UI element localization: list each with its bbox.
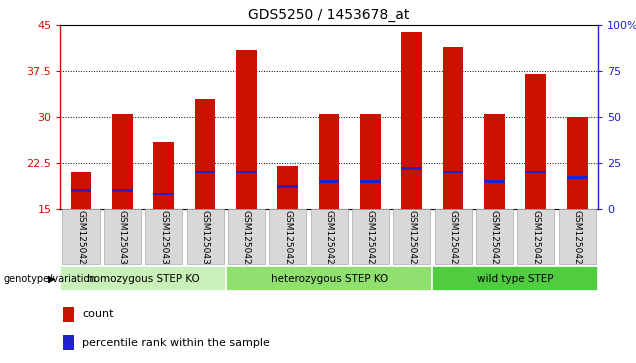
FancyBboxPatch shape (352, 209, 389, 264)
FancyBboxPatch shape (434, 209, 472, 264)
Text: GSM1250428: GSM1250428 (407, 211, 417, 271)
Text: count: count (82, 309, 113, 319)
Bar (567, 117, 588, 209)
Title: GDS5250 / 1453678_at: GDS5250 / 1453678_at (249, 8, 410, 22)
Text: GSM1250430: GSM1250430 (118, 211, 127, 271)
Bar (153, 142, 174, 209)
Bar (63, 307, 74, 322)
FancyBboxPatch shape (517, 209, 555, 264)
Text: GSM1250420: GSM1250420 (448, 211, 458, 271)
FancyBboxPatch shape (145, 209, 183, 264)
Text: GSM1250426: GSM1250426 (324, 211, 334, 271)
Text: genotype/variation: genotype/variation (3, 274, 96, 284)
Text: GSM1250431: GSM1250431 (159, 211, 169, 271)
FancyBboxPatch shape (62, 209, 100, 264)
FancyBboxPatch shape (228, 209, 265, 264)
Bar (443, 171, 464, 174)
Bar (360, 180, 381, 183)
Text: heterozygous STEP KO: heterozygous STEP KO (270, 274, 388, 284)
Text: GSM1250425: GSM1250425 (283, 211, 293, 271)
FancyBboxPatch shape (104, 209, 141, 264)
Bar (112, 114, 133, 209)
FancyBboxPatch shape (310, 209, 348, 264)
Bar (432, 266, 598, 291)
Bar (71, 172, 92, 209)
Bar (277, 185, 298, 188)
Bar (360, 114, 381, 209)
Bar (195, 99, 216, 209)
Text: GSM1250429: GSM1250429 (76, 211, 86, 271)
Bar (484, 114, 505, 209)
Bar (484, 180, 505, 183)
Bar (525, 74, 546, 209)
FancyBboxPatch shape (558, 209, 596, 264)
Bar (236, 50, 257, 209)
Bar (319, 180, 340, 183)
Text: ▶: ▶ (48, 274, 56, 284)
Bar (63, 335, 74, 350)
Bar (319, 114, 340, 209)
Text: GSM1250422: GSM1250422 (531, 211, 541, 271)
Text: GSM1250427: GSM1250427 (366, 211, 375, 271)
Text: GSM1250421: GSM1250421 (490, 211, 499, 271)
Bar (60, 266, 226, 291)
Bar (525, 171, 546, 174)
Text: GSM1250432: GSM1250432 (200, 211, 210, 271)
Bar (112, 189, 133, 192)
Bar (226, 266, 432, 291)
Bar (443, 47, 464, 209)
Bar (567, 176, 588, 179)
Text: GSM1250423: GSM1250423 (572, 211, 582, 271)
FancyBboxPatch shape (186, 209, 224, 264)
Bar (153, 193, 174, 195)
Bar (71, 189, 92, 192)
Text: wild type STEP: wild type STEP (477, 274, 553, 284)
Bar (277, 166, 298, 209)
FancyBboxPatch shape (476, 209, 513, 264)
FancyBboxPatch shape (269, 209, 307, 264)
Bar (236, 171, 257, 174)
FancyBboxPatch shape (393, 209, 431, 264)
Text: percentile rank within the sample: percentile rank within the sample (82, 338, 270, 348)
Bar (401, 167, 422, 170)
Bar (195, 171, 216, 174)
Text: GSM1250424: GSM1250424 (242, 211, 251, 271)
Bar (401, 32, 422, 209)
Text: homozygous STEP KO: homozygous STEP KO (86, 274, 200, 284)
